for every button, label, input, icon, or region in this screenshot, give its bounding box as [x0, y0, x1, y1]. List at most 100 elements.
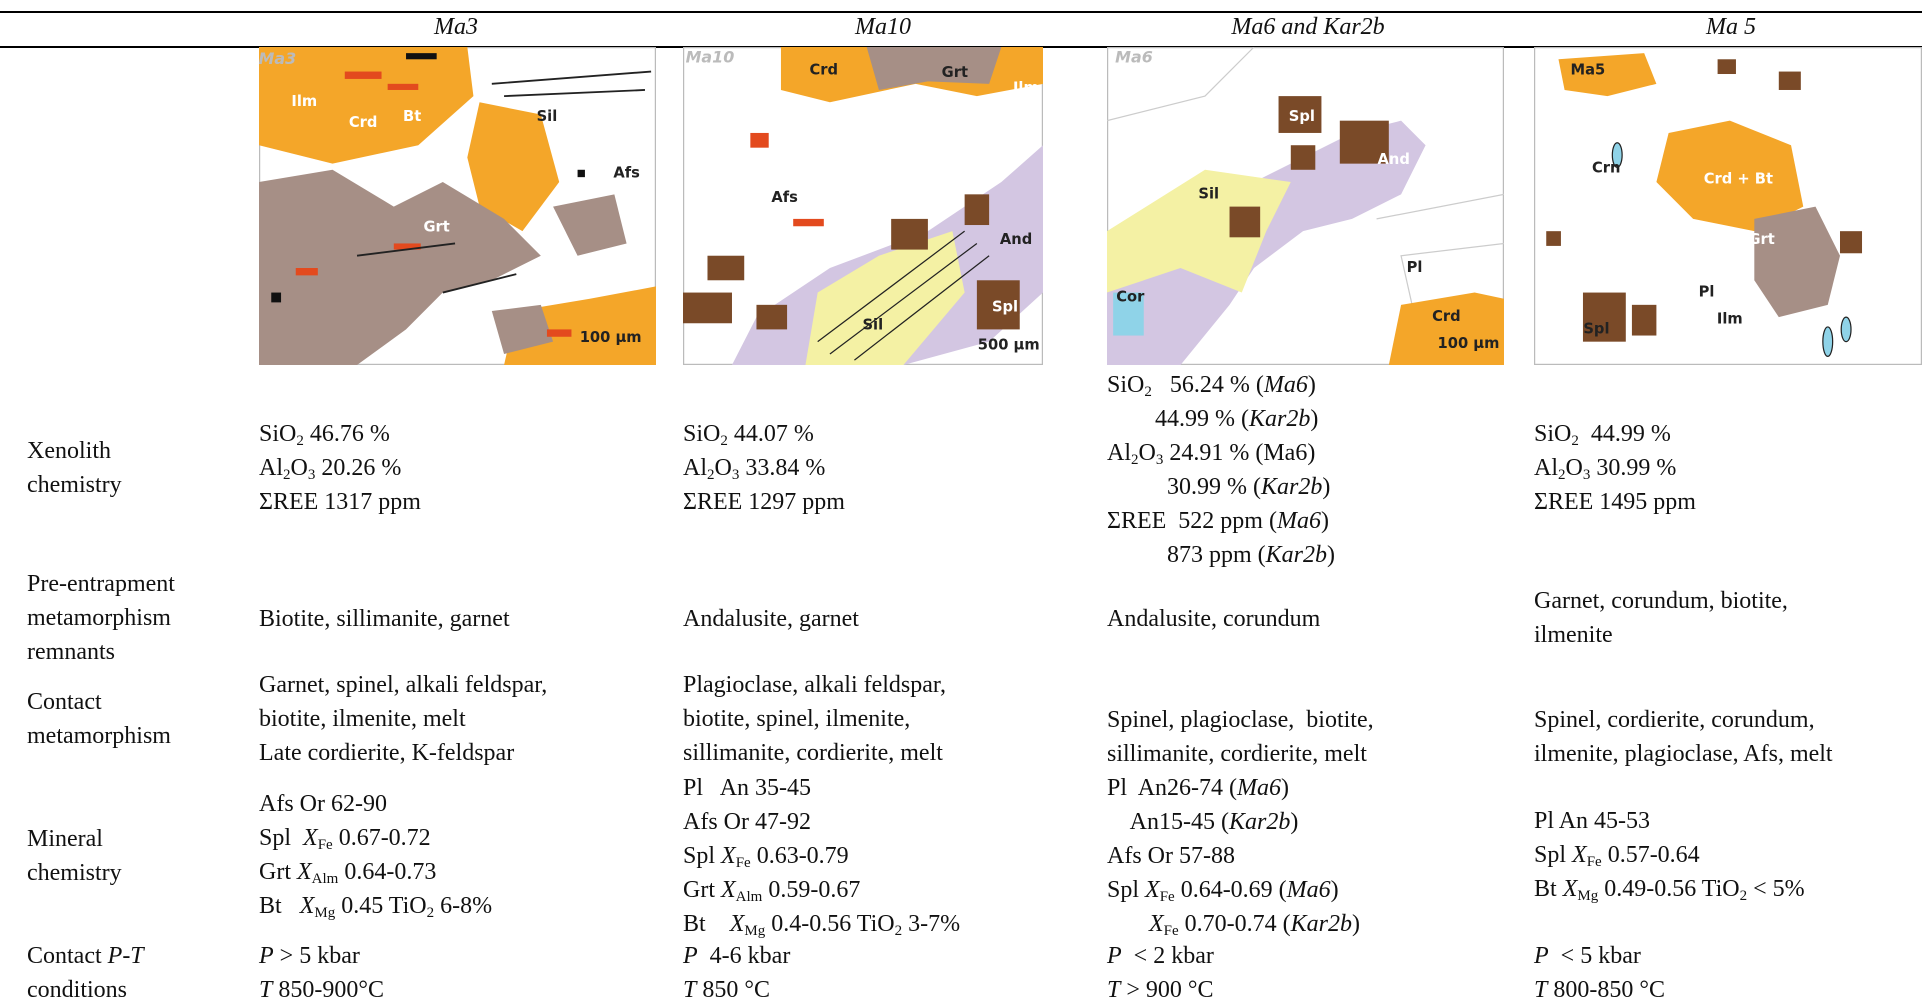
- micrograph-drawing: Ma10 Crd Grt Ilm Afs And Sil Spl 500 µm: [683, 47, 1043, 365]
- micrograph-label: Cor: [1116, 288, 1145, 305]
- subscript: 3: [1155, 452, 1164, 468]
- italic-text: Ma6: [1286, 877, 1331, 903]
- text: ΣREE 522 ppm (: [1107, 508, 1277, 534]
- text: metamorphism: [27, 605, 171, 631]
- micrograph-drawing: Ma3 Ilm Bt Crd Sil Afs Grt 100 µm: [259, 47, 656, 365]
- cell-line: XFe 0.70-0.74 (Kar2b): [1107, 907, 1360, 941]
- micrograph-label: And: [1378, 151, 1410, 168]
- subscript: 2: [283, 467, 291, 483]
- micrograph-label: Bt: [403, 108, 421, 125]
- micrograph-label: Ma10: [686, 48, 735, 67]
- text: 20.26 %: [315, 455, 402, 481]
- text: Late cordierite, K-feldspar: [259, 740, 515, 766]
- text: metamorphism: [27, 723, 171, 749]
- row-label: Pre-entrapment: [27, 567, 175, 601]
- subscript: 3: [731, 467, 740, 483]
- text: Mineral: [27, 826, 103, 852]
- text: ): [1307, 372, 1316, 398]
- micrograph-label: Ilm: [291, 93, 317, 110]
- subscript: 2: [426, 905, 435, 921]
- cell-line: Spl XFe 0.67-0.72: [259, 821, 431, 855]
- text: Plagioclase, alkali feldspar,: [683, 672, 946, 698]
- text: Garnet, corundum, biotite,: [1534, 588, 1788, 614]
- italic-text: T: [683, 977, 697, 1003]
- micrograph-label: Ma6: [1115, 48, 1153, 67]
- italic-text: X: [721, 877, 736, 903]
- text: 0.57-0.64: [1601, 842, 1700, 868]
- micrograph-label: Afs: [613, 164, 640, 181]
- cell-line: SiO2 44.99 %: [1534, 417, 1671, 451]
- cell-line: 44.99 % (Kar2b): [1107, 402, 1318, 436]
- cell-line: sillimanite, cordierite, melt: [683, 736, 943, 770]
- text: ): [1320, 508, 1329, 534]
- cell-line: Bt XMg 0.49-0.56 TiO2 < 5%: [1534, 872, 1805, 906]
- micrograph-label: Pl: [1407, 259, 1423, 276]
- column-header: Ma 5: [1706, 14, 1756, 40]
- micrograph-label: Ilm: [1013, 80, 1039, 97]
- text: 0.70-0.74 (: [1178, 911, 1291, 937]
- text: ΣREE 1297 ppm: [683, 489, 845, 515]
- text: biotite, spinel, ilmenite,: [683, 706, 911, 732]
- cell-line: ΣREE 1317 ppm: [259, 485, 421, 519]
- subscript: Alm: [735, 889, 763, 905]
- cell-line: biotite, spinel, ilmenite,: [683, 702, 910, 736]
- italic-text: X: [297, 859, 312, 885]
- text: 850-900°C: [272, 977, 384, 1003]
- italic-text: Kar2b: [1229, 809, 1291, 835]
- micrograph-label: Grt: [1749, 231, 1775, 248]
- row-label: remnants: [27, 635, 115, 669]
- micrograph-label: Ma5: [1570, 61, 1605, 78]
- text: 30.99 % (: [1107, 474, 1261, 500]
- subscript: 2: [707, 467, 715, 483]
- subscript: Alm: [311, 871, 339, 887]
- cell-line: 30.99 % (Kar2b): [1107, 470, 1330, 504]
- cell-line: SiO2 56.24 % (Ma6): [1107, 368, 1316, 402]
- cell-line: ΣREE 1495 ppm: [1534, 485, 1696, 519]
- text: Andalusite, garnet: [683, 606, 859, 632]
- italic-text: Kar2b: [1290, 911, 1353, 937]
- text: > 900 °C: [1120, 977, 1214, 1003]
- text: Bt: [1534, 876, 1563, 902]
- text: < 2 kbar: [1121, 943, 1214, 969]
- text: 0.67-0.72: [332, 825, 431, 851]
- text: 4-6 kbar: [697, 943, 791, 969]
- row-label: chemistry: [27, 856, 122, 890]
- text: Spl: [683, 843, 722, 869]
- text: ): [1290, 809, 1299, 835]
- text: chemistry: [27, 860, 122, 886]
- cell-line: Al2O3 20.26 %: [259, 451, 401, 485]
- text: 6-8%: [434, 893, 493, 919]
- column-header: Ma10: [855, 14, 911, 40]
- text: Afs Or 62-90: [259, 791, 387, 817]
- micrograph: Ma6 Spl And Sil Pl Cor Crd 100 µm: [1107, 47, 1504, 365]
- subscript: 2: [1571, 433, 1579, 449]
- cell-line: Al2O3 33.84 %: [683, 451, 825, 485]
- cell-line: Pl An 45-53: [1534, 804, 1650, 838]
- text: 56.24 % (: [1151, 372, 1264, 398]
- cell-line: T 850-900°C: [259, 973, 384, 1007]
- micrograph-label: 100 µm: [1438, 335, 1500, 352]
- cell-line: T 850 °C: [683, 973, 770, 1007]
- top-rule: [0, 11, 1922, 13]
- text: Afs Or 47-92: [683, 809, 811, 835]
- micrograph-label: Sil: [1198, 185, 1219, 202]
- text: conditions: [27, 977, 127, 1003]
- text: 0.59-0.67: [762, 877, 861, 903]
- text: Al: [1107, 440, 1131, 466]
- text: Contact: [27, 943, 108, 969]
- text: Biotite, sillimanite, garnet: [259, 606, 510, 632]
- text: 850 °C: [696, 977, 770, 1003]
- text: 44.07 %: [727, 421, 814, 447]
- text: O: [1138, 440, 1156, 466]
- subscript: Fe: [1159, 889, 1175, 905]
- italic-text: T: [1107, 977, 1121, 1003]
- italic-text: X: [1562, 876, 1578, 902]
- text: Grt: [259, 859, 297, 885]
- text: Contact: [27, 689, 102, 715]
- text: biotite, ilmenite, melt: [259, 706, 466, 732]
- italic-text: X: [1149, 911, 1164, 937]
- cell-line: Al2O3 24.91 % (Ma6): [1107, 436, 1315, 470]
- cell-line: Bt XMg 0.4-0.56 TiO2 3-7%: [683, 907, 960, 941]
- row-label: Contact: [27, 685, 102, 719]
- cell-line: Andalusite, corundum: [1107, 602, 1320, 636]
